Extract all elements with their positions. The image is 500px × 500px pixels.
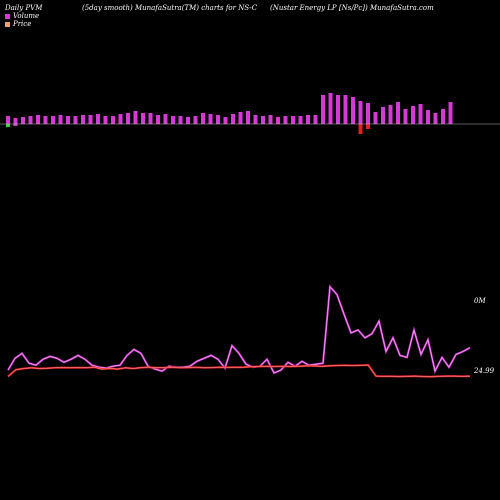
volume-bar-down [366,124,370,129]
volume-bars [6,93,453,134]
volume-bar-up [321,95,325,124]
volume-bar-up [36,115,40,124]
price-line-highlight [7,364,471,377]
volume-line [7,284,471,375]
chart-header-left: Daily PVM [5,4,43,12]
volume-bar-up [373,112,378,124]
volume-bar-up [126,113,130,124]
price-end-label: 24.99 [473,367,495,375]
volume-bar-up [396,102,400,124]
volume-bar-up [156,115,160,124]
volume-bar-up [96,114,100,124]
volume-bar-down [13,124,18,126]
volume-bar-down [6,124,10,127]
volume-bar-up [51,116,55,124]
volume-bar-up [433,113,438,124]
price-line [7,363,471,378]
volume-bar-up [313,115,318,124]
volume-bar-up [186,117,190,124]
volume-bar-up [358,101,363,124]
volume-bar-up [441,109,445,124]
volume-bar-up [178,116,183,124]
volume-bar-up [283,116,288,124]
volume-bar-up [118,114,123,124]
volume-bar-up [111,116,115,124]
volume-bar-up [388,105,393,124]
volume-bar-up [81,115,85,124]
legend-price-label: Price [13,20,32,28]
volume-bar-up [148,113,153,124]
volume-bar-up [403,109,408,124]
volume-bar-up [306,115,310,124]
volume-bar-up [193,116,198,124]
volume-bar-up [43,116,48,124]
volume-bar-up [238,112,243,124]
volume-bar-down [358,124,363,134]
volume-bar-up [216,115,220,124]
chart-header-right: (Nustar Energy LP [Ns/Pc]) MunafaSutra.c… [270,4,434,12]
volume-bar-up [103,116,108,124]
volume-bar-up [6,116,10,124]
volume-bar-up [73,116,78,124]
volume-bar-up [208,114,213,124]
volume-bar-up [141,113,145,124]
volume-bar-up [268,115,273,124]
volume-bar-up [231,114,235,124]
volume-bar-up [133,111,138,124]
volume-bar-up [246,111,250,124]
volume-bar-up [366,103,370,124]
volume-bar-up [291,116,295,124]
volume-bar-up [261,116,265,124]
volume-bar-up [336,95,340,124]
volume-bar-up [163,114,168,124]
volume-bar-up [66,116,70,124]
volume-bar-up [253,115,258,124]
volume-end-label: 0M [474,297,486,305]
volume-bar-up [351,97,355,124]
volume-bar-up [448,102,453,124]
legend-volume-swatch [5,13,10,19]
volume-bar-up [381,107,385,124]
volume-bar-up [343,95,348,124]
volume-bar-up [426,110,430,124]
chart-header-center: (5day smooth) MunafaSutra(TM) charts for… [82,4,258,12]
volume-bar-up [28,116,33,124]
volume-line-highlight [7,286,471,374]
legend-price-swatch [5,21,10,27]
legend-volume-label: Volume [13,12,40,20]
volume-bar-up [276,117,280,124]
volume-bar-up [13,118,18,124]
volume-bar-up [201,113,205,124]
volume-bar-up [171,116,175,124]
volume-bar-up [298,116,303,124]
volume-bar-up [223,117,228,124]
volume-bar-up [88,115,93,124]
volume-bar-up [328,93,333,124]
volume-bar-up [21,117,25,124]
volume-bar-up [58,115,63,124]
volume-bar-up [411,106,415,124]
legend-price: Price [5,20,31,28]
volume-bar-up [418,104,423,124]
legend-volume: Volume [5,12,39,20]
